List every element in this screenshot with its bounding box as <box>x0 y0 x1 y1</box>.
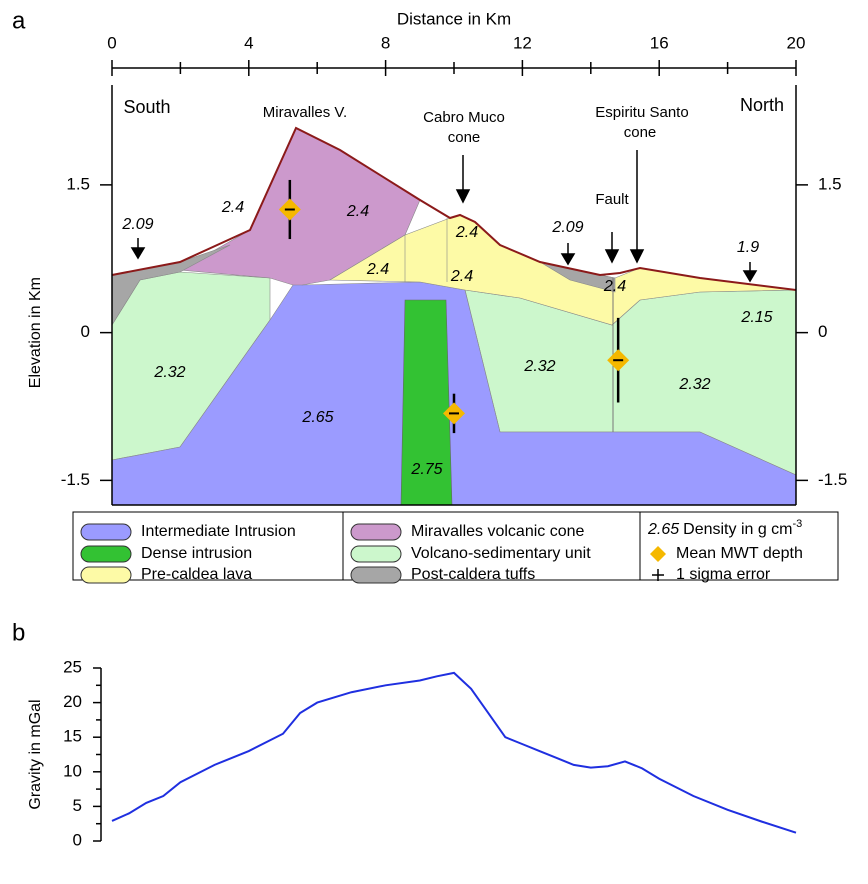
arrow-head <box>455 189 471 204</box>
x-tick-label: 8 <box>381 33 390 52</box>
legend-label: Volcano-sedimentary unit <box>411 545 591 562</box>
arrows <box>130 150 758 283</box>
density-label: 2.4 <box>603 278 626 295</box>
arrow-head <box>604 249 620 264</box>
legend-swatch <box>80 545 132 563</box>
arrow-head <box>742 270 758 283</box>
density-label: 2.09 <box>121 216 153 233</box>
legend-label: 1 sigma error <box>676 566 771 583</box>
arrow-head <box>130 247 146 260</box>
y-tick-label: 0 <box>81 322 90 341</box>
cross-section <box>111 67 797 506</box>
legend-swatch <box>80 523 132 541</box>
y-tick-label: 10 <box>63 761 82 780</box>
annotation: Fault <box>595 191 629 208</box>
panel-label: b <box>12 619 25 646</box>
legend-label: Mean MWT depth <box>676 545 803 562</box>
y-tick-label: 15 <box>63 727 82 746</box>
annotation: Espiritu Santo <box>595 104 688 121</box>
legend-label: Dense intrusion <box>141 545 252 562</box>
density-label: 2.4 <box>346 203 369 220</box>
y-tick-label: 1.5 <box>66 174 90 193</box>
axis-title: Distance in Km <box>397 9 511 28</box>
density-label: 2.4 <box>366 261 389 278</box>
annotation: Cabro Muco <box>423 109 505 126</box>
legend-label: Post-caldera tuffs <box>411 566 535 583</box>
x-tick-label: 0 <box>107 33 116 52</box>
x-tick-label: 20 <box>787 33 806 52</box>
legend-text: 2.65 <box>647 521 679 538</box>
y-tick-label: 0 <box>818 322 827 341</box>
density-label: 2.32 <box>523 358 555 375</box>
legend-swatch <box>350 545 402 563</box>
arrow-head <box>560 253 576 266</box>
x-tick-label: 4 <box>244 33 253 52</box>
legend <box>72 511 839 581</box>
density-label: 2.09 <box>551 219 583 236</box>
annotation: North <box>740 95 784 115</box>
density-label: 2.32 <box>153 364 185 381</box>
density-legend: 2.65 Density in g cm-3 <box>647 518 802 538</box>
y-tick-label: 1.5 <box>818 174 842 193</box>
annotation: South <box>123 97 170 117</box>
annotation: cone <box>448 129 481 146</box>
legend-label: Intermediate Intrusion <box>141 523 296 540</box>
density-label: 2.65 <box>301 409 333 426</box>
annotation: cone <box>624 124 657 141</box>
arrow-head <box>629 249 645 264</box>
y-tick-label: -1.5 <box>61 470 90 489</box>
y-tick-label: 25 <box>63 657 82 676</box>
x-tick-label: 12 <box>513 33 532 52</box>
gravity-line <box>111 671 797 834</box>
legend-text: Density in g cm <box>683 521 792 538</box>
y-axis-title: Elevation in Km <box>27 277 44 388</box>
legend-swatch <box>80 566 132 584</box>
x-tick-label: 16 <box>650 33 669 52</box>
y-tick-label: 0 <box>73 830 82 849</box>
legend-marker <box>650 546 666 562</box>
density-label: 2.75 <box>410 461 442 478</box>
panel-label: a <box>12 7 26 34</box>
annotation: Miravalles V. <box>263 104 347 121</box>
density-label: 2.4 <box>221 199 244 216</box>
legend-label: Pre-caldea lava <box>141 566 252 583</box>
density-label: 1.9 <box>737 239 759 256</box>
y-tick-label: -1.5 <box>818 470 847 489</box>
legend-box <box>639 511 839 581</box>
y-tick-label: 20 <box>63 692 82 711</box>
legend-swatch <box>350 523 402 541</box>
density-label: 2.32 <box>678 376 710 393</box>
topography <box>111 126 797 291</box>
legend-label: Miravalles volcanic cone <box>411 523 585 540</box>
y-axis-title: Gravity in mGal <box>27 699 44 809</box>
legend-swatch <box>350 566 402 584</box>
y-tick-label: 5 <box>73 796 82 815</box>
density-label: 2.4 <box>455 224 478 241</box>
legend-text: -3 <box>793 518 803 530</box>
density-label: 2.15 <box>740 309 772 326</box>
density-label: 2.4 <box>450 268 473 285</box>
